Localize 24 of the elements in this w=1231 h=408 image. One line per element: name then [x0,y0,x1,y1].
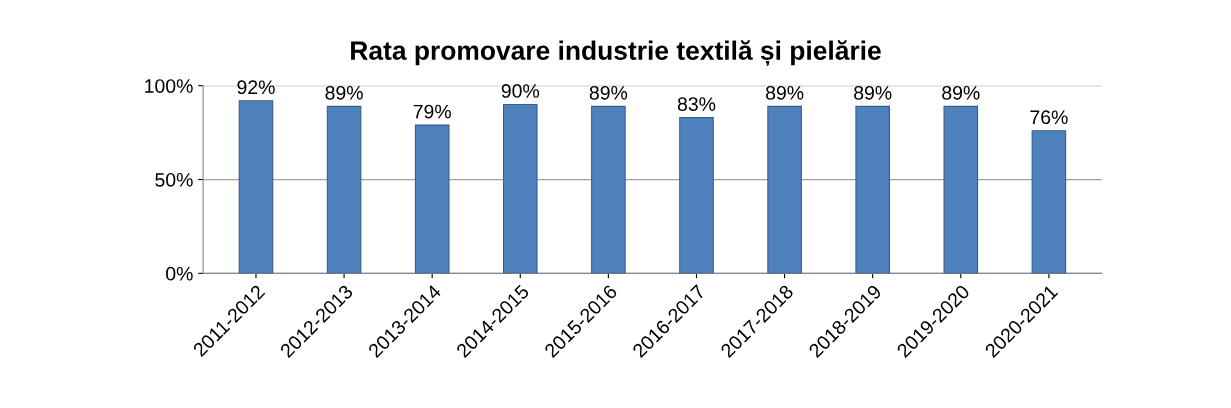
bar [502,103,538,274]
bar [591,105,626,274]
y-tick-label: 100% [145,79,193,93]
bar [1031,130,1067,274]
data-label: 90% [501,84,540,98]
y-tick-label: 50% [155,172,193,187]
data-label: 89% [854,85,892,100]
bar [943,105,979,274]
bar [238,100,274,274]
bar [679,117,714,274]
data-label: 89% [589,85,628,100]
data-label: 76% [1030,110,1068,125]
data-label: 89% [942,85,980,100]
bar [767,105,802,274]
data-label: 89% [325,85,363,100]
data-label: 92% [237,80,275,95]
bar [855,105,890,274]
data-label: 89% [765,85,804,100]
data-label: 83% [677,97,716,111]
data-label: 79% [413,104,451,119]
bar [326,105,362,274]
chart-title: Rata promovare industrie textilă și pielărie [351,40,881,66]
y-tick-label: 0% [166,266,193,281]
bar [414,124,450,274]
